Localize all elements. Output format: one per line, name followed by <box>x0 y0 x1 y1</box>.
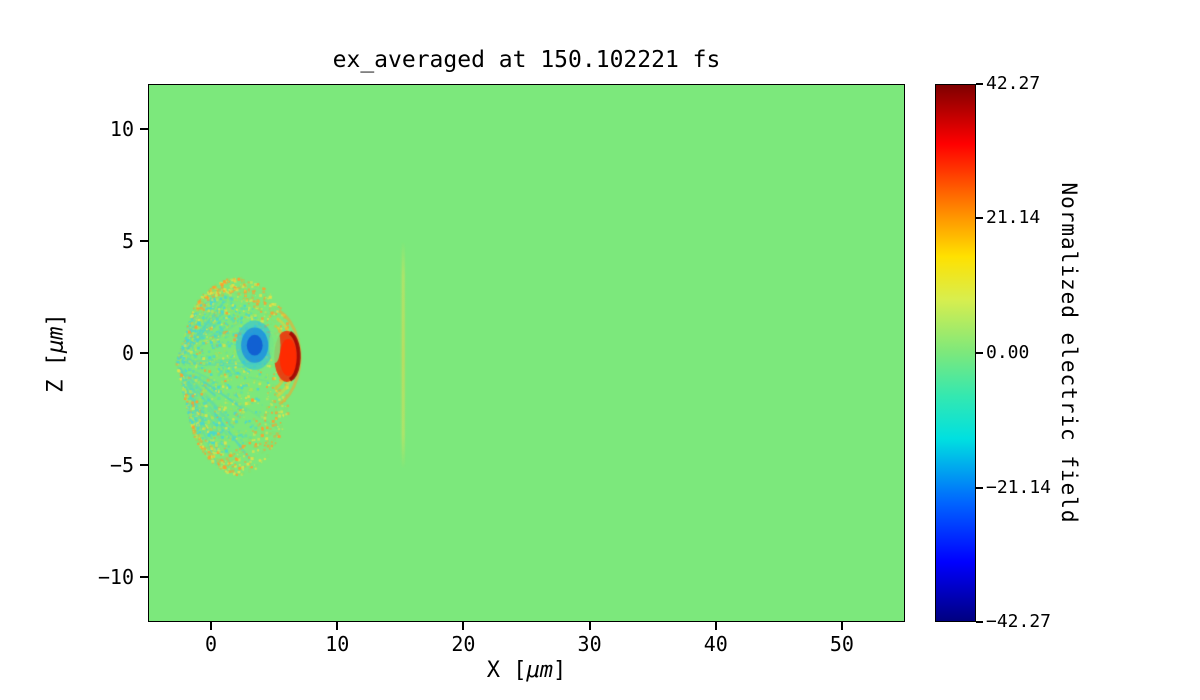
x-axis-label: X [μm] <box>148 658 905 684</box>
colorbar-tick-label: 21.14 <box>986 207 1041 229</box>
plot-title: ex_averaged at 150.102221 fs <box>332 47 721 73</box>
y-tick-mark <box>140 464 148 467</box>
x-tick-label: 40 <box>703 632 728 656</box>
x-tick-mark <box>588 622 591 630</box>
x-tick-mark <box>840 622 843 630</box>
y-tick-mark <box>140 127 148 130</box>
colorbar-tick-label: 0.00 <box>986 342 1030 363</box>
y-tick-mark <box>140 239 148 242</box>
y-tick-label: −5 <box>109 453 134 478</box>
y-tick-label: −10 <box>97 565 134 590</box>
colorbar-tick-label: −21.14 <box>986 476 1052 498</box>
x-tick-mark <box>462 622 465 630</box>
colorbar-label: Normalized electric field <box>1057 182 1081 524</box>
colorbar-tick-label: −42.27 <box>986 611 1052 632</box>
colorbar-tick-mark <box>976 621 983 623</box>
y-tick-mark <box>140 576 148 579</box>
x-tick-label: 30 <box>577 632 602 656</box>
y-axis-label-pre: Z [ <box>43 353 69 393</box>
x-tick-mark <box>714 622 717 630</box>
plot-area <box>148 84 905 622</box>
colorbar-tick-mark <box>976 217 983 220</box>
heatmap-image <box>149 85 904 621</box>
x-tick-mark <box>210 622 213 630</box>
colorbar-tick-mark <box>976 83 983 85</box>
x-axis-label-post: ] <box>553 658 567 683</box>
x-tick-label: 10 <box>325 632 350 656</box>
y-tick-mark <box>140 352 148 354</box>
x-tick-label: 20 <box>451 632 476 656</box>
y-axis-label-post: ] <box>43 313 69 327</box>
x-tick-label: 0 <box>205 632 218 656</box>
x-tick-label: 50 <box>829 632 854 656</box>
colorbar-tick-label: 42.27 <box>986 73 1041 94</box>
x-tick-mark <box>336 622 339 630</box>
y-axis-unit: μm <box>43 326 69 354</box>
x-axis-unit: μm <box>526 658 554 683</box>
colorbar <box>935 84 976 622</box>
y-tick-label: 5 <box>121 228 134 253</box>
y-tick-label: 0 <box>121 341 134 365</box>
colorbar-tick-mark <box>976 352 983 354</box>
x-axis-label-pre: X [ <box>486 658 527 683</box>
colorbar-tick-mark <box>976 486 983 489</box>
y-tick-label: 10 <box>109 116 134 141</box>
y-axis-label: Z [μm] <box>44 313 69 393</box>
